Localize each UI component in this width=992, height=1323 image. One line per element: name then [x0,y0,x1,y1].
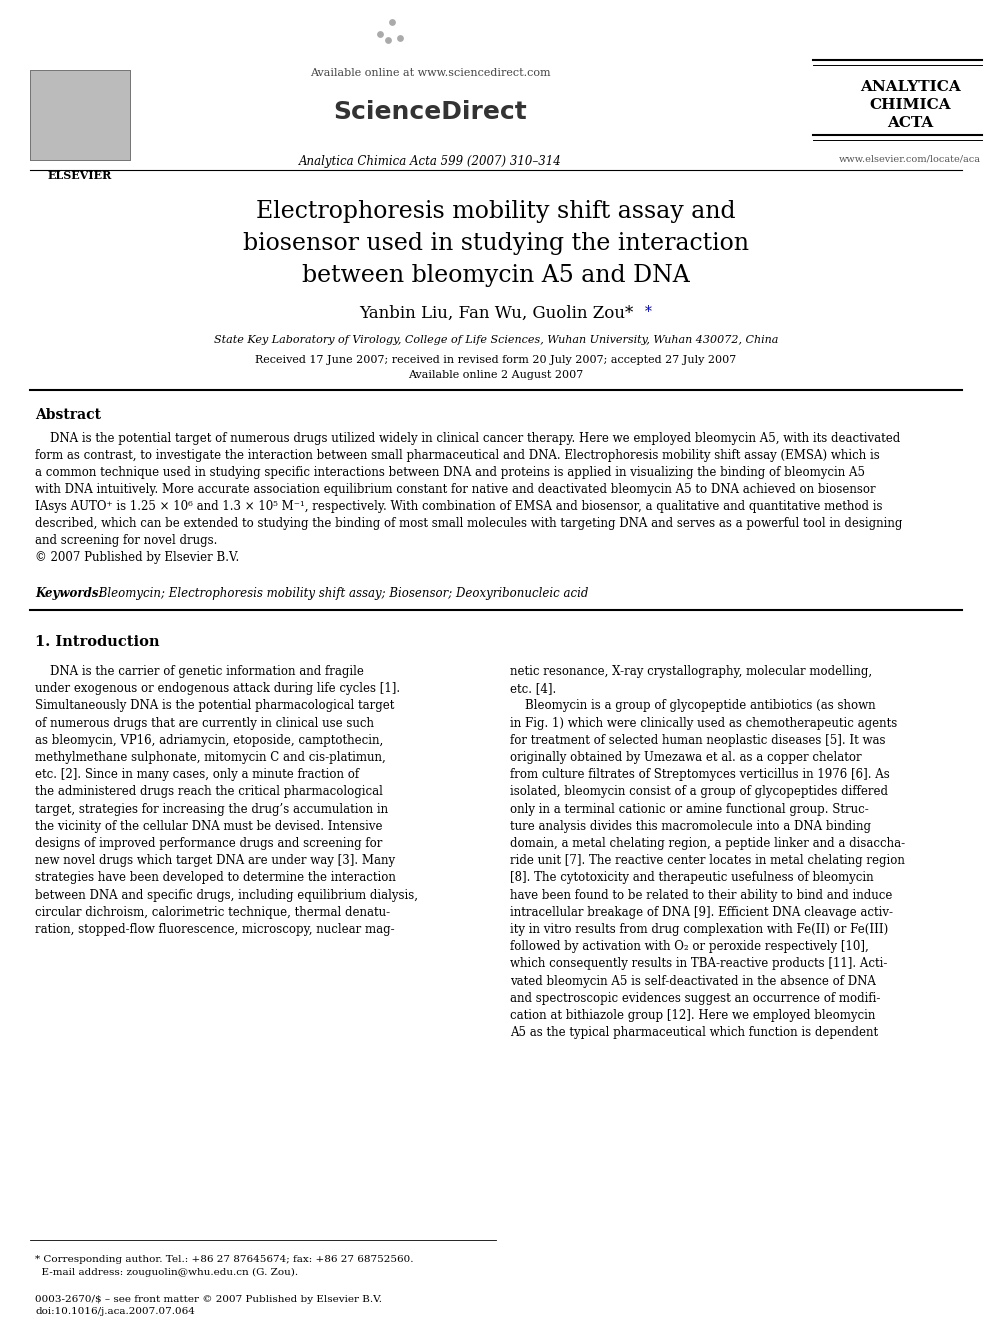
Text: netic resonance, X-ray crystallography, molecular modelling,
etc. [4].
    Bleom: netic resonance, X-ray crystallography, … [510,665,905,1039]
Text: CHIMICA: CHIMICA [869,98,950,112]
Text: Available online at www.sciencedirect.com: Available online at www.sciencedirect.co… [310,67,551,78]
Bar [30,70,130,160]
Text: Bleomycin; Electrophoresis mobility shift assay; Biosensor; Deoxyribonucleic aci: Bleomycin; Electrophoresis mobility shif… [95,587,588,601]
Text: State Key Laboratory of Virology, College of Life Sciences, Wuhan University, Wu: State Key Laboratory of Virology, Colleg… [214,335,778,345]
Text: www.elsevier.com/locate/aca: www.elsevier.com/locate/aca [839,155,981,164]
Text: Keywords:: Keywords: [35,587,103,601]
Text: Abstract: Abstract [35,407,101,422]
Text: Yanbin Liu, Fan Wu, Guolin Zou*: Yanbin Liu, Fan Wu, Guolin Zou* [359,306,633,321]
Text: * Corresponding author. Tel.: +86 27 87645674; fax: +86 27 68752560.
  E-mail ad: * Corresponding author. Tel.: +86 27 876… [35,1256,414,1277]
Point [392,28,408,49]
Text: 0003-2670/$ – see front matter © 2007 Published by Elsevier B.V.
doi:10.1016/j.a: 0003-2670/$ – see front matter © 2007 Pu… [35,1295,382,1316]
Text: *: * [645,306,652,319]
Text: Available online 2 August 2007: Available online 2 August 2007 [409,370,583,380]
Text: DNA is the potential target of numerous drugs utilized widely in clinical cancer: DNA is the potential target of numerous … [35,433,903,564]
Text: 1. Introduction: 1. Introduction [35,635,160,650]
Point [384,12,400,33]
Text: ELSEVIER: ELSEVIER [48,169,112,181]
Text: ANALYTICA: ANALYTICA [860,79,960,94]
Point [372,24,388,45]
Text: ScienceDirect: ScienceDirect [333,101,527,124]
Text: Received 17 June 2007; received in revised form 20 July 2007; accepted 27 July 2: Received 17 June 2007; received in revis… [255,355,737,365]
Text: DNA is the carrier of genetic information and fragile
under exogenous or endogen: DNA is the carrier of genetic informatio… [35,665,418,935]
Point [380,29,396,50]
FancyBboxPatch shape [30,70,130,160]
Text: ACTA: ACTA [887,116,933,130]
Text: Analytica Chimica Acta 599 (2007) 310–314: Analytica Chimica Acta 599 (2007) 310–31… [299,155,561,168]
Text: Electrophoresis mobility shift assay and
biosensor used in studying the interact: Electrophoresis mobility shift assay and… [243,200,749,287]
